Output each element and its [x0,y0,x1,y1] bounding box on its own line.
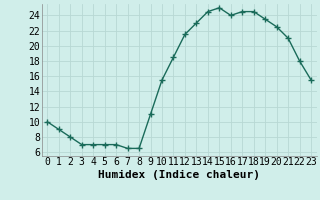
X-axis label: Humidex (Indice chaleur): Humidex (Indice chaleur) [98,170,260,180]
